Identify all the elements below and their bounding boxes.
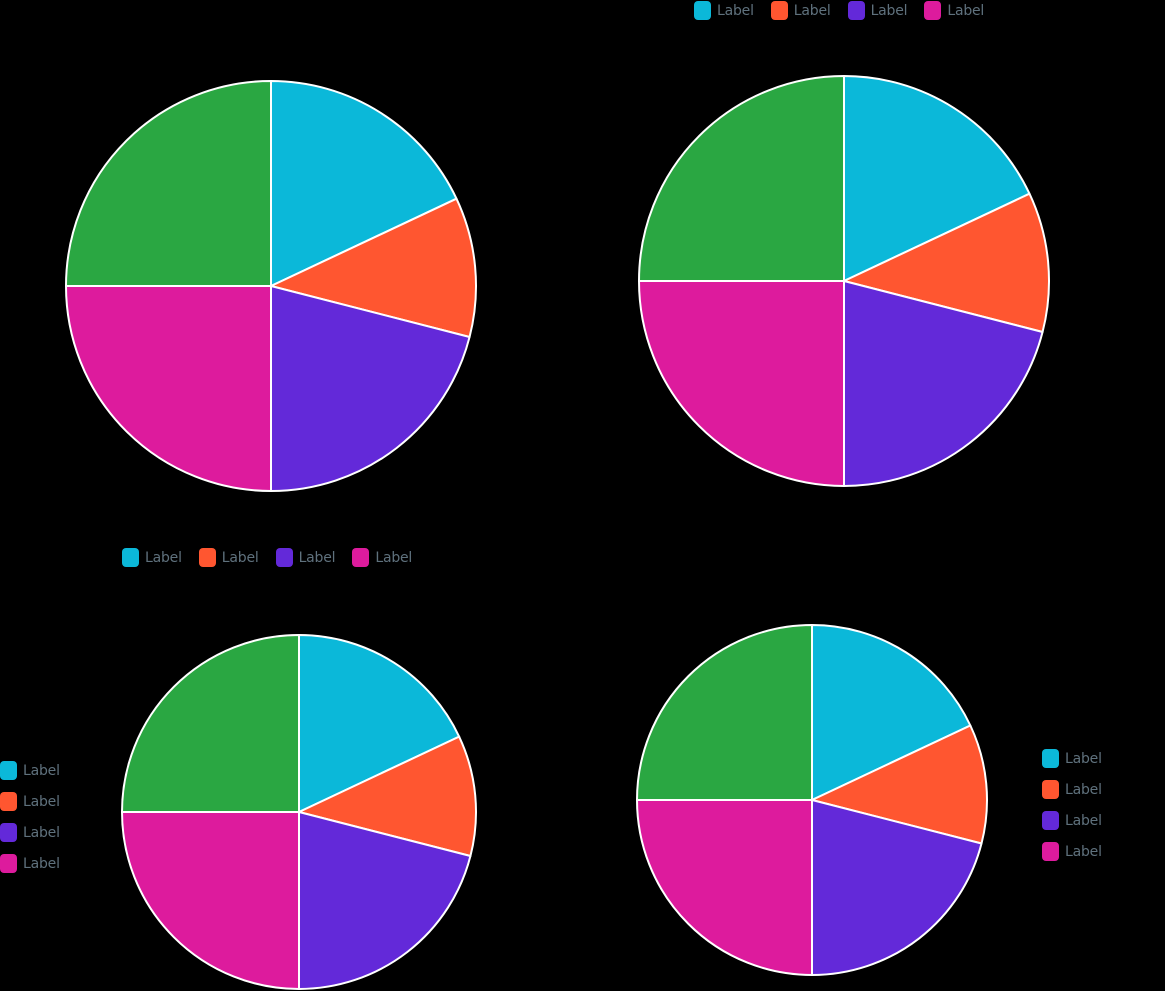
legend-label: Label bbox=[23, 824, 60, 841]
legend-item[interactable]: Label bbox=[0, 848, 60, 879]
legend-swatch-icon bbox=[694, 1, 711, 20]
legend-item[interactable]: Label bbox=[198, 548, 259, 567]
pie-slice[interactable] bbox=[811, 799, 983, 976]
pie-slice[interactable] bbox=[121, 634, 300, 813]
pie-slice[interactable] bbox=[811, 624, 972, 801]
legend-item[interactable]: Label bbox=[0, 817, 60, 848]
legend-label: Label bbox=[717, 2, 754, 19]
legend-label: Label bbox=[793, 2, 831, 19]
legend-label: Label bbox=[145, 549, 182, 566]
legend-item[interactable]: Label bbox=[770, 1, 831, 20]
legend-bottom-left-side: Label Label Label Label bbox=[0, 755, 60, 879]
legend-swatch-icon bbox=[122, 548, 139, 567]
legend-top-right: Label Label Label Label bbox=[694, 1, 1001, 20]
pie-slice[interactable] bbox=[638, 280, 845, 487]
legend-label: Label bbox=[23, 793, 60, 810]
legend-label: Label bbox=[1065, 781, 1102, 798]
legend-swatch-icon bbox=[0, 854, 17, 873]
legend-label: Label bbox=[298, 549, 336, 566]
pie-slice[interactable] bbox=[65, 285, 272, 492]
legend-item[interactable]: Label bbox=[924, 1, 984, 20]
legend-item[interactable]: Label bbox=[0, 786, 60, 817]
legend-swatch-icon bbox=[1042, 842, 1059, 861]
legend-swatch-icon bbox=[0, 823, 17, 842]
legend-item[interactable]: Label bbox=[694, 1, 754, 20]
pie-slice[interactable] bbox=[270, 80, 458, 287]
legend-bottom-right-side: Label Label Label Label bbox=[1042, 743, 1102, 867]
legend-item[interactable]: Label bbox=[275, 548, 336, 567]
legend-label: Label bbox=[1065, 843, 1102, 860]
pie-slice[interactable] bbox=[811, 724, 988, 845]
legend-swatch-icon bbox=[924, 1, 942, 20]
legend-item[interactable]: Label bbox=[1042, 743, 1102, 774]
legend-swatch-icon bbox=[1042, 749, 1059, 768]
pie-slice[interactable] bbox=[843, 192, 1050, 333]
legend-item[interactable]: Label bbox=[1042, 836, 1102, 867]
legend-label: Label bbox=[1065, 812, 1102, 829]
pie-slice[interactable] bbox=[843, 280, 1044, 487]
legend-swatch-icon bbox=[275, 548, 293, 567]
legend-swatch-icon bbox=[198, 548, 216, 567]
legend-swatch-icon bbox=[1042, 780, 1059, 799]
legend-swatch-icon bbox=[0, 792, 17, 811]
legend-item[interactable]: Label bbox=[1042, 774, 1102, 805]
legend-swatch-icon bbox=[770, 1, 788, 20]
legend-swatch-icon bbox=[847, 1, 865, 20]
legend-label: Label bbox=[375, 549, 413, 566]
legend-label: Label bbox=[23, 855, 60, 872]
legend-bottom-left-top: Label Label Label Label bbox=[122, 548, 429, 567]
pie-slice[interactable] bbox=[65, 80, 272, 287]
pie-slice[interactable] bbox=[636, 624, 813, 801]
legend-item[interactable]: Label bbox=[0, 755, 60, 786]
legend-label: Label bbox=[870, 2, 908, 19]
pie-slice[interactable] bbox=[298, 811, 472, 990]
legend-swatch-icon bbox=[1042, 811, 1059, 830]
pie-slice[interactable] bbox=[636, 799, 813, 976]
legend-label: Label bbox=[1065, 750, 1102, 767]
pie-slice[interactable] bbox=[298, 735, 477, 858]
legend-item[interactable]: Label bbox=[352, 548, 412, 567]
pie-slice[interactable] bbox=[298, 634, 461, 813]
pie-slice[interactable] bbox=[638, 75, 845, 282]
legend-label: Label bbox=[23, 762, 60, 779]
legend-label: Label bbox=[221, 549, 259, 566]
legend-item[interactable]: Label bbox=[122, 548, 182, 567]
legend-swatch-icon bbox=[352, 548, 370, 567]
pie-slice[interactable] bbox=[843, 75, 1031, 282]
pie-slice[interactable] bbox=[270, 285, 471, 492]
pie-slice[interactable] bbox=[270, 197, 477, 338]
pie-slice[interactable] bbox=[121, 811, 300, 990]
legend-item[interactable]: Label bbox=[1042, 805, 1102, 836]
legend-label: Label bbox=[947, 2, 985, 19]
legend-item[interactable]: Label bbox=[847, 1, 908, 20]
legend-swatch-icon bbox=[0, 761, 17, 780]
